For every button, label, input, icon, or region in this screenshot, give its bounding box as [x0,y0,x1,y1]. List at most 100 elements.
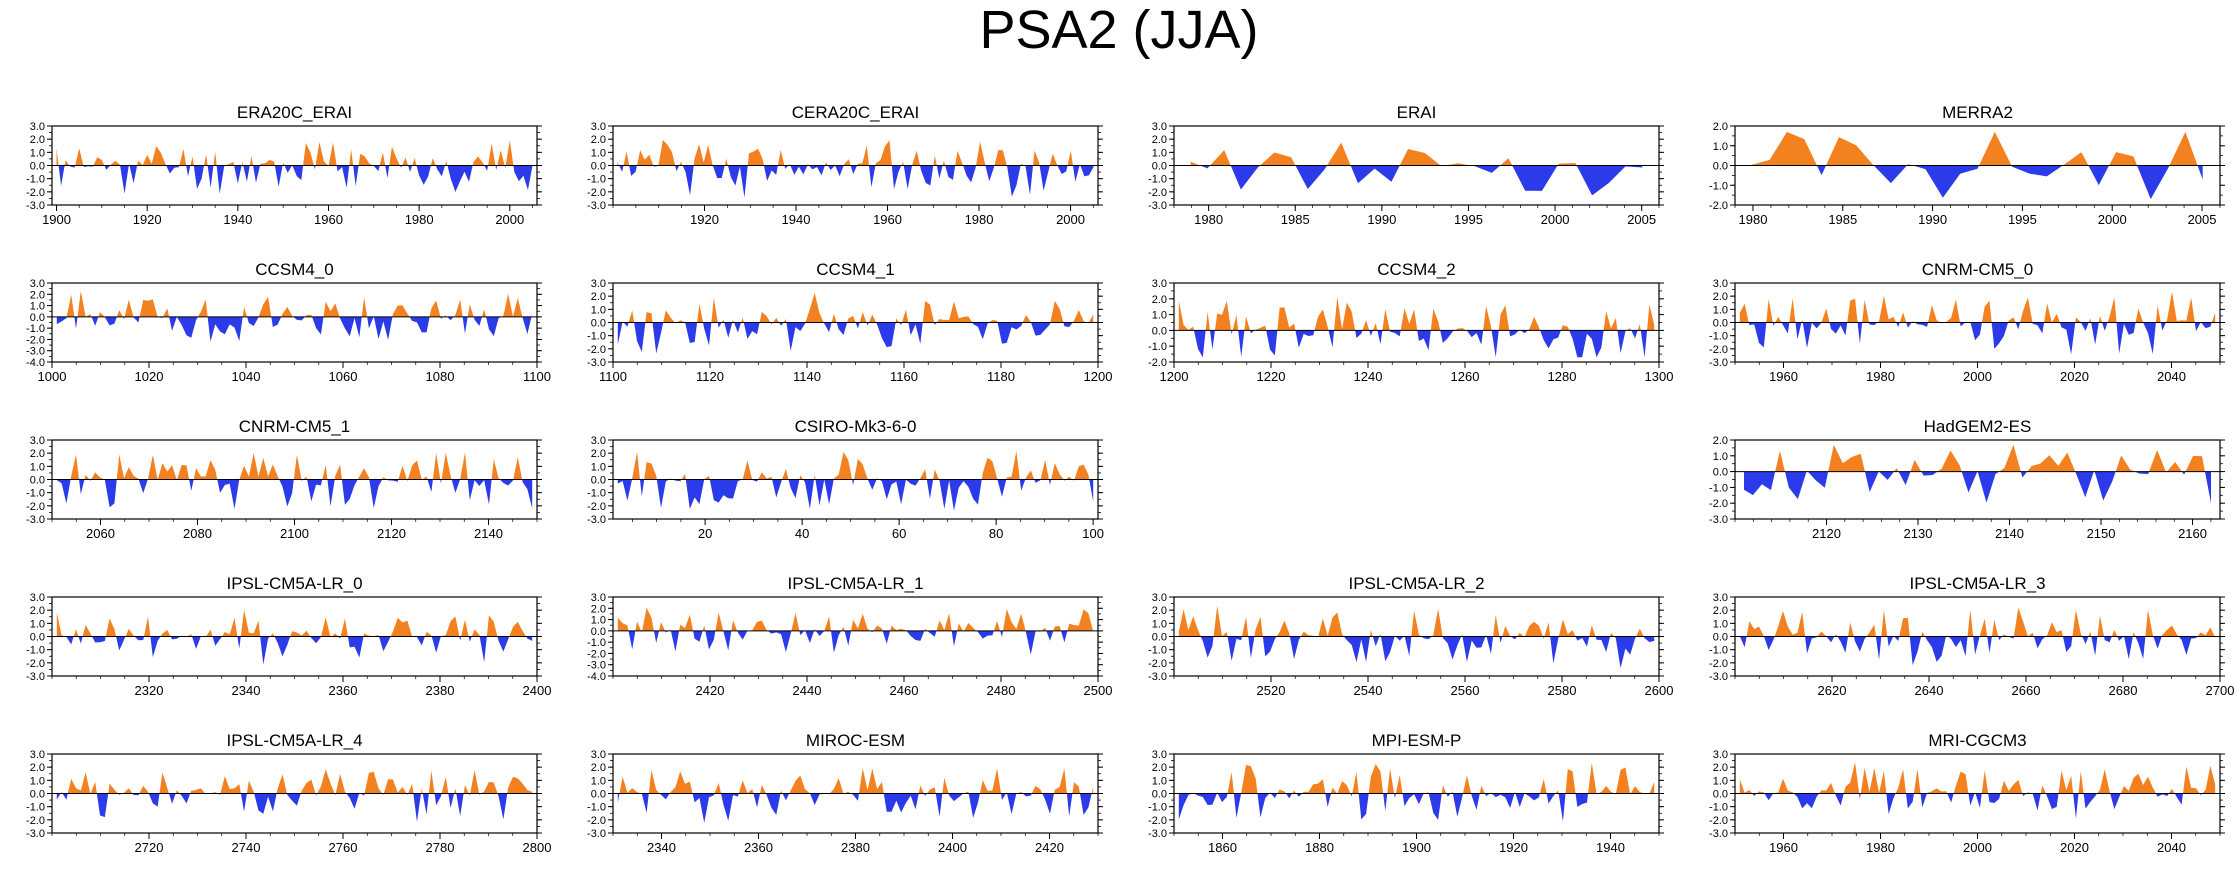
x-tick-label: 2130 [1904,526,1933,541]
y-tick-label: 2.0 [1152,294,1167,306]
x-tick-label: 2780 [426,840,455,855]
y-tick-label: 0.0 [591,475,606,487]
y-tick-label: 2.0 [591,134,606,146]
y-tick-label: -2.0 [26,501,45,513]
y-tick-label: -3.0 [1709,671,1728,683]
x-tick-label: 1200 [1160,369,1189,384]
y-tick-label: -2.0 [26,187,45,199]
y-tick-label: -2.0 [1148,815,1167,827]
x-tick-label: 2005 [2188,212,2217,227]
positive-area [1190,142,1643,166]
x-tick-label: 2360 [329,683,358,698]
positive-area [1743,444,2212,472]
panel-title: CCSM4_0 [255,260,333,279]
x-tick-label: 1980 [965,212,994,227]
y-tick-label: 2.0 [1713,121,1728,133]
y-tick-label: -2.0 [1709,498,1728,510]
y-tick-label: 3.0 [591,435,606,447]
y-tick-label: 1.0 [30,618,45,630]
y-tick-label: 0.0 [1152,789,1167,801]
y-tick-label: 3.0 [1713,278,1728,290]
y-tick-label: 1.0 [591,775,606,787]
y-tick-label: 1.0 [1713,304,1728,316]
positive-area [1178,296,1655,331]
panel-title: CCSM4_2 [1377,260,1455,279]
x-tick-label: 1920 [1499,840,1528,855]
y-tick-label: 2.0 [1713,291,1728,303]
x-tick-label: 1040 [232,369,261,384]
panel-title: IPSL-CM5A-LR_3 [1909,574,2045,593]
y-tick-label: -3.0 [587,828,606,840]
negative-area [1739,322,2216,355]
y-tick-label: 3.0 [30,435,45,447]
y-tick-label: -2.0 [1709,200,1728,212]
x-tick-label: 2120 [1812,526,1841,541]
y-tick-label: 3.0 [1152,749,1167,761]
y-tick-label: 3.0 [1152,121,1167,133]
x-tick-label: 1060 [329,369,358,384]
x-tick-label: 2620 [1818,683,1847,698]
x-tick-label: 1990 [1367,212,1396,227]
panel-title: MIROC-ESM [806,731,905,750]
y-tick-label: -1.0 [26,645,45,657]
y-tick-label: 1.0 [591,147,606,159]
x-tick-label: 1300 [1645,369,1674,384]
y-tick-label: 0.0 [30,312,45,324]
y-tick-label: -4.0 [26,357,45,369]
x-tick-label: 2140 [1995,526,2024,541]
y-tick-label: -2.0 [26,334,45,346]
y-tick-label: 3.0 [30,592,45,604]
x-tick-label: 1980 [1739,212,1768,227]
x-tick-label: 1920 [133,212,162,227]
x-tick-label: 1980 [405,212,434,227]
y-tick-label: 0.0 [30,475,45,487]
positive-area [1178,762,1655,794]
y-tick-label: -1.0 [587,174,606,186]
y-tick-label: 0.0 [1713,632,1728,644]
y-tick-label: 3.0 [1152,278,1167,290]
x-tick-label: 2500 [1084,683,1113,698]
y-tick-label: -2.0 [587,501,606,513]
panel-title: IPSL-CM5A-LR_4 [226,731,362,750]
x-tick-label: 2700 [2206,683,2235,698]
y-tick-label: 2.0 [591,291,606,303]
positive-area [1739,762,2216,794]
y-tick-label: -1.0 [1709,331,1728,343]
x-tick-label: 2660 [2012,683,2041,698]
x-tick-label: 1995 [2008,212,2037,227]
x-tick-label: 100 [1082,526,1104,541]
x-tick-label: 1100 [523,369,551,384]
y-tick-label: 2.0 [1713,435,1728,447]
y-tick-label: 1.0 [30,147,45,159]
x-tick-label: 2000 [1056,212,1085,227]
y-tick-label: 0.0 [1152,632,1167,644]
x-tick-label: 2420 [696,683,725,698]
x-tick-label: 2760 [329,840,358,855]
x-tick-label: 2480 [987,683,1016,698]
x-tick-label: 2600 [1645,683,1674,698]
positive-area [617,450,1094,480]
y-tick-label: 0.0 [591,161,606,173]
x-tick-label: 2120 [377,526,406,541]
x-tick-label: 1940 [223,212,252,227]
x-tick-label: 40 [795,526,809,541]
y-tick-label: 1.0 [591,461,606,473]
x-tick-label: 1080 [426,369,455,384]
x-tick-label: 2020 [2060,840,2089,855]
panel-title: CNRM-CM5_1 [239,417,350,436]
x-tick-label: 2680 [2109,683,2138,698]
panel-title: MERRA2 [1942,103,2013,122]
y-tick-label: -2.0 [1709,815,1728,827]
y-tick-label: 1.0 [30,775,45,787]
y-tick-label: 0.0 [1152,325,1167,337]
y-tick-label: 1.0 [1152,147,1167,159]
